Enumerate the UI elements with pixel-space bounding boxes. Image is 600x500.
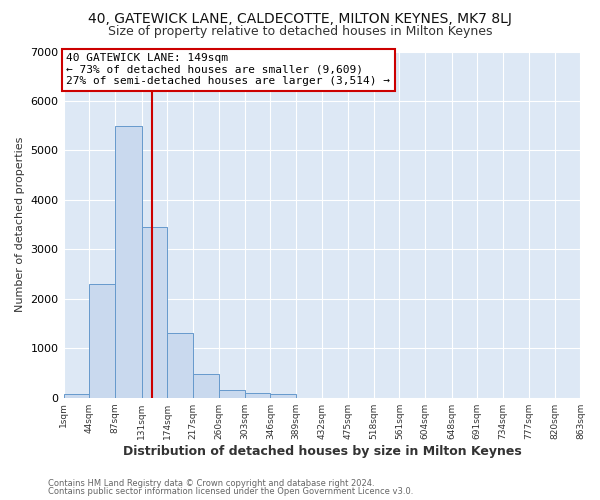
Text: 40 GATEWICK LANE: 149sqm
← 73% of detached houses are smaller (9,609)
27% of sem: 40 GATEWICK LANE: 149sqm ← 73% of detach… (66, 53, 390, 86)
Bar (245, 394, 271, 398)
Text: Contains public sector information licensed under the Open Government Licence v3: Contains public sector information licen… (48, 487, 413, 496)
Bar (142, 227, 167, 398)
Bar (64, 394, 89, 398)
Bar (271, 394, 296, 398)
Bar (167, 334, 193, 398)
Bar (193, 374, 219, 398)
Y-axis label: Number of detached properties: Number of detached properties (15, 137, 25, 312)
X-axis label: Distribution of detached houses by size in Milton Keynes: Distribution of detached houses by size … (122, 444, 521, 458)
Bar (219, 390, 245, 398)
Text: Size of property relative to detached houses in Milton Keynes: Size of property relative to detached ho… (108, 25, 492, 38)
Bar (89, 284, 115, 398)
Bar (115, 126, 142, 398)
Text: 40, GATEWICK LANE, CALDECOTTE, MILTON KEYNES, MK7 8LJ: 40, GATEWICK LANE, CALDECOTTE, MILTON KE… (88, 12, 512, 26)
Text: Contains HM Land Registry data © Crown copyright and database right 2024.: Contains HM Land Registry data © Crown c… (48, 478, 374, 488)
